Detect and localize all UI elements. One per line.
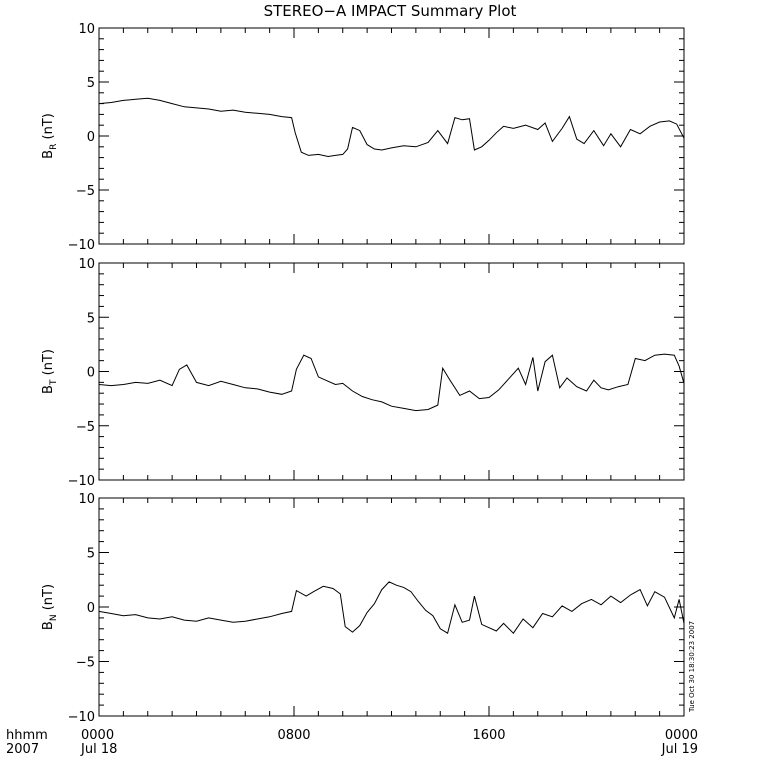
y-tick-label: 10 [78, 22, 95, 37]
x-tick-date-label: Jul 19 [661, 742, 698, 757]
y-tick-label: −5 [76, 656, 95, 671]
panel-1: −10 −5 0 5 10 BR (nT) [41, 22, 685, 253]
series-line-1 [98, 97, 685, 158]
y-tick-label: 10 [78, 257, 95, 272]
x-tick-label: 1600 [472, 728, 505, 743]
y-axis-label: BR (nT) [41, 113, 59, 159]
chart-title: STEREO−A IMPACT Summary Plot [264, 2, 517, 20]
panel-2: −10 −5 0 5 10 BT (nT) [41, 257, 685, 489]
plot-frame [98, 262, 685, 481]
y-tick-label: 5 [87, 547, 95, 562]
series-line-3 [98, 581, 685, 634]
y-tick-label: 5 [87, 76, 95, 91]
plot-frame [98, 497, 685, 717]
series-line-2 [98, 353, 685, 412]
panels-group: −10 −5 0 5 10 BR (nT) −10 −5 0 5 10 BT (nT) −10 −5 0 5 1… [41, 22, 685, 725]
x-tick-date-label: Jul 18 [80, 742, 117, 757]
y-tick-label: 0 [87, 130, 95, 145]
plot-frame [98, 27, 685, 245]
x-tick-label: 0800 [277, 728, 310, 743]
y-tick-label: −10 [68, 710, 95, 725]
x-axis-row2-label: 2007 [6, 742, 39, 757]
y-tick-label: 0 [87, 601, 95, 616]
x-tick-label: 0000 [665, 728, 698, 743]
y-axis-label: BN (nT) [41, 584, 59, 630]
x-tick-label: 0000 [81, 728, 114, 743]
timestamp-label: Tue Oct 30 18:30:23 2007 [688, 621, 696, 713]
y-tick-label: −5 [76, 184, 95, 199]
y-tick-label: 0 [87, 366, 95, 381]
y-tick-label: 10 [78, 492, 95, 507]
y-tick-label: −5 [76, 420, 95, 435]
y-axis-label: BT (nT) [41, 349, 59, 394]
y-tick-label: −10 [68, 238, 95, 253]
y-tick-label: 5 [87, 311, 95, 326]
panel-3: −10 −5 0 5 10 BN (nT) [41, 492, 685, 725]
x-axis-row1-label: hhmm [6, 728, 48, 743]
y-tick-label: −10 [68, 474, 95, 489]
